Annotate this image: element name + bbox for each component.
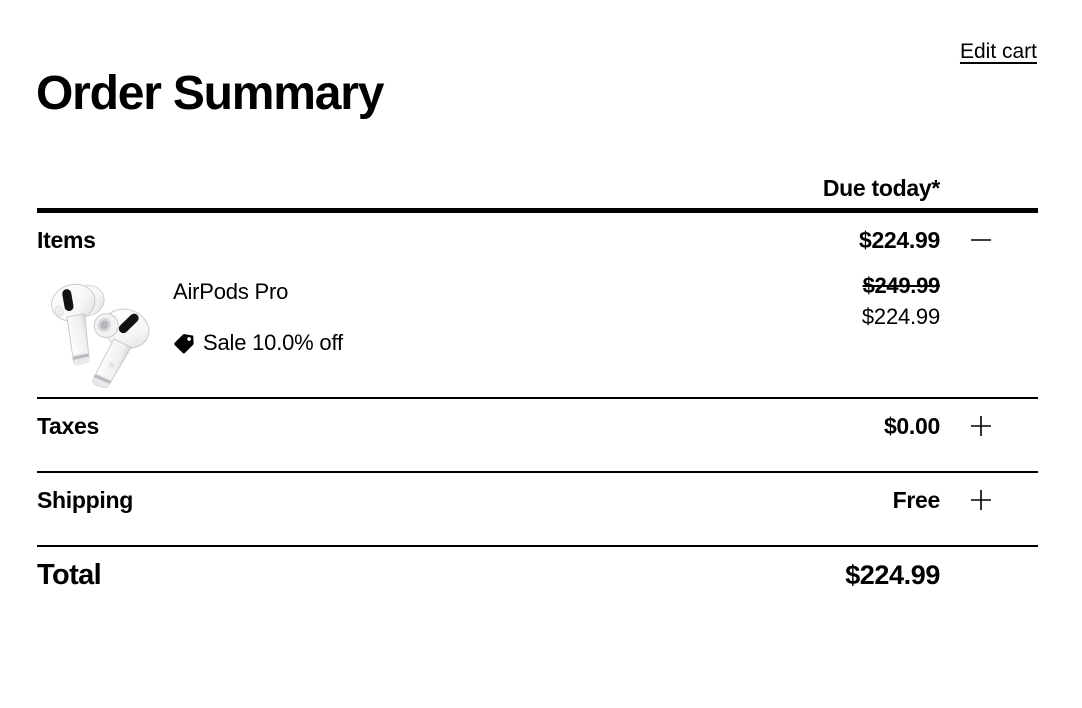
- summary-column-header: Due today*: [37, 170, 1038, 208]
- divider-taxes: [37, 397, 1038, 399]
- total-value: $224.99: [845, 560, 940, 590]
- item-current-price: $224.99: [861, 304, 940, 329]
- svg-text:R: R: [108, 362, 115, 370]
- line-item-airpods-pro: R AirPods Pro Sale 10.0% off $249.9: [37, 267, 1038, 397]
- minus-icon[interactable]: [968, 227, 994, 253]
- summary-row-taxes: Taxes $0.00: [37, 399, 1038, 453]
- total-label: Total: [37, 559, 102, 591]
- items-value: $224.99: [858, 227, 940, 253]
- summary-row-total: Total $224.99: [37, 547, 1038, 601]
- due-today-header: Due today*: [822, 175, 940, 201]
- item-promo: Sale 10.0% off: [173, 330, 343, 356]
- header-rule: [37, 208, 1038, 213]
- page-title: Order Summary: [36, 67, 384, 121]
- taxes-value: $0.00: [883, 413, 940, 439]
- summary-row-items: Items $224.99: [37, 213, 1038, 267]
- item-prices: $249.99 $224.99: [862, 271, 940, 333]
- sale-tag-icon: [173, 333, 195, 355]
- plus-icon[interactable]: [968, 413, 994, 439]
- edit-cart-link[interactable]: Edit cart: [959, 40, 1037, 63]
- items-label: Items: [37, 227, 96, 253]
- plus-icon[interactable]: [968, 487, 994, 513]
- shipping-value: Free: [892, 487, 941, 513]
- item-promo-label: Sale 10.0% off: [203, 330, 343, 355]
- divider-total: [37, 545, 1038, 547]
- item-original-price: $249.99: [862, 273, 941, 298]
- order-summary-table: Due today* Items $224.99: [37, 170, 1038, 601]
- summary-row-shipping: Shipping Free: [37, 473, 1038, 527]
- airpods-pro-image: R: [37, 273, 159, 391]
- divider-shipping: [37, 471, 1038, 473]
- taxes-label: Taxes: [37, 413, 100, 439]
- shipping-label: Shipping: [37, 487, 133, 513]
- item-name: AirPods Pro: [173, 279, 289, 304]
